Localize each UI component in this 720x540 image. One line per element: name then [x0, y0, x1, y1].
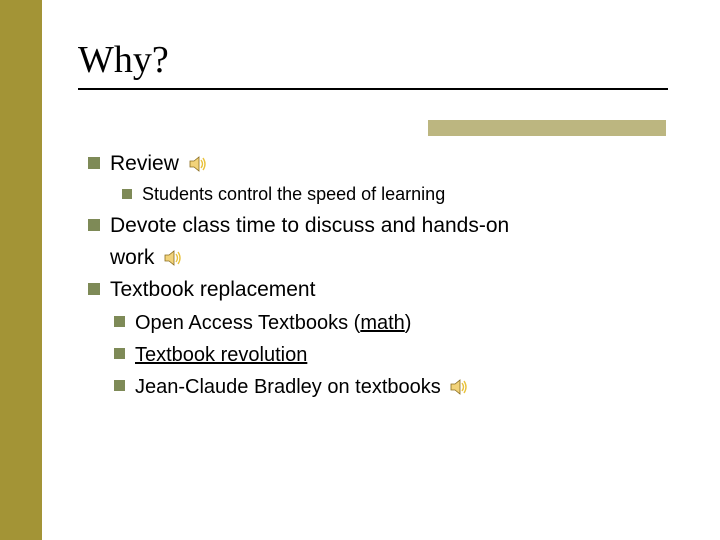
textbook-revolution-link[interactable]: Textbook revolution — [135, 344, 307, 366]
speaker-icon[interactable] — [450, 379, 468, 395]
content-area: Review Students control the speed of lea… — [88, 150, 668, 405]
square-bullet-icon — [88, 219, 100, 231]
accent-bar — [428, 120, 666, 136]
left-accent-bar — [0, 0, 42, 540]
bullet-review-students: Students control the speed of learning — [122, 182, 668, 207]
review-label: Review — [110, 152, 179, 175]
title-underline — [78, 88, 668, 90]
bullet-textbook: Textbook replacement — [88, 276, 668, 304]
square-bullet-icon — [114, 348, 125, 359]
open-access-pre: Open Access Textbooks ( — [135, 312, 360, 334]
devote-line2-row: work — [110, 244, 668, 272]
title-row: Why? — [78, 38, 680, 82]
textbook-label: Textbook replacement — [110, 276, 668, 304]
speaker-icon[interactable] — [164, 250, 182, 266]
slide: Why? Review Students control the speed o… — [0, 0, 720, 540]
square-bullet-icon — [88, 283, 100, 295]
bullet-jcb: Jean-Claude Bradley on textbooks — [114, 373, 668, 401]
review-students-text: Students control the speed of learning — [142, 182, 668, 207]
slide-title: Why? — [78, 39, 169, 81]
devote-line2: work — [110, 246, 154, 269]
bullet-devote: Devote class time to discuss and hands-o… — [88, 212, 668, 240]
devote-line1: Devote class time to discuss and hands-o… — [110, 212, 668, 240]
square-bullet-icon — [114, 316, 125, 327]
open-access-post: ) — [405, 312, 412, 334]
square-bullet-icon — [114, 380, 125, 391]
square-bullet-icon — [122, 189, 132, 199]
speaker-icon[interactable] — [189, 156, 207, 172]
bullet-open-access: Open Access Textbooks (math) — [114, 309, 668, 337]
square-bullet-icon — [88, 157, 100, 169]
bullet-textbook-revolution: Textbook revolution — [114, 341, 668, 369]
bullet-review: Review — [88, 150, 668, 178]
jcb-text: Jean-Claude Bradley on textbooks — [135, 376, 441, 398]
math-link[interactable]: math — [360, 312, 404, 334]
